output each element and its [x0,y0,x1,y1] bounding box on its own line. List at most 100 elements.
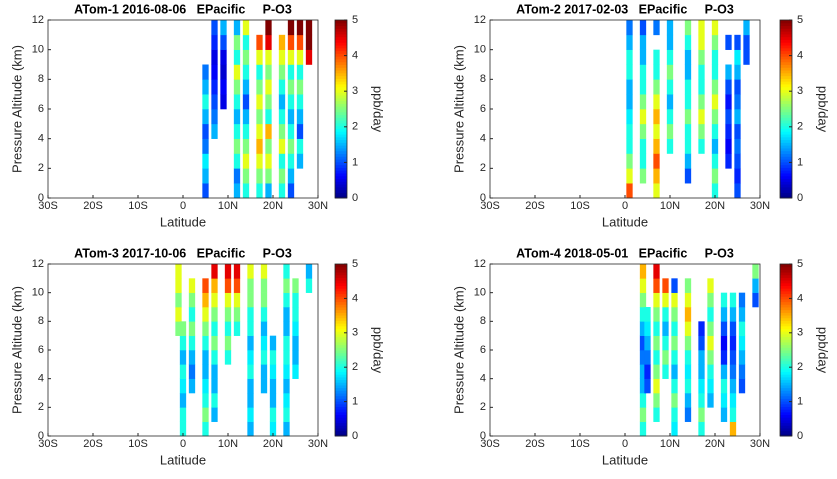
y-tick-label: 10 [474,44,486,56]
heatmap-cell [233,79,241,95]
heatmap-cell [242,34,250,50]
y-tick-label: 6 [38,103,44,115]
colorbar-swatch [780,192,792,196]
colorbar-swatch [780,350,792,354]
colorbar-tick-label: 5 [352,14,358,26]
heatmap-cell [233,168,241,184]
colorbar-tick-label: 4 [352,292,358,304]
heatmap-cell [671,393,678,408]
colorbar-tick-label: 2 [352,361,358,373]
heatmap-cell [202,183,209,199]
colorbar-swatch [780,274,792,278]
y-tick-label: 8 [38,73,44,85]
heatmap-cell [666,109,674,125]
colorbar-swatch [780,186,792,191]
heatmap-cell [639,153,647,169]
heatmap-cell [256,183,263,199]
heatmap-cell [639,138,647,154]
x-tick-label: 10S [128,438,148,450]
heatmap-cell [224,307,232,322]
colorbar-swatch [335,376,347,381]
heatmap-cell [278,64,286,80]
colorbar-swatch [780,175,792,180]
colorbar-tick-label: 0 [797,430,803,442]
colorbar-swatch [335,181,347,185]
colorbar-swatch [780,111,792,116]
heatmap-cell [698,378,705,394]
x-tick-label: 20N [705,200,725,212]
axes-box [489,263,761,437]
heatmap-cell [734,183,741,199]
heatmap-cell [247,350,254,365]
heatmap-cell [734,153,741,169]
colorbar-swatch [335,172,347,177]
x-tick-label: 0 [180,438,186,450]
colorbar-swatch [780,277,792,281]
axes-box [47,19,319,199]
colorbar-swatch [780,64,792,68]
heatmap-cell [684,109,692,125]
colorbar-swatch [335,58,347,63]
heatmap-cell [711,49,719,65]
heatmap-cell [278,79,286,95]
heatmap-cell [707,378,714,394]
heatmap-cell [283,350,290,365]
heatmap-cell [743,20,750,36]
colorbar-swatch [780,264,792,268]
colorbar-swatch [335,382,347,386]
colorbar-swatch [780,72,792,77]
heatmap-cell [179,421,187,437]
colorbar-swatch [335,366,347,370]
heatmap-cell [707,350,714,365]
colorbar-swatch [780,298,792,303]
heatmap-cell [188,335,196,351]
colorbar-swatch [335,139,347,143]
heatmap-cell [639,20,647,36]
heatmap-cell [626,34,633,50]
colorbar-swatch [335,374,347,378]
heatmap-cell [666,123,674,139]
colorbar-swatch [335,25,347,29]
colorbar-swatch [780,269,792,273]
heatmap-cell [287,79,295,95]
colorbar-swatch [335,125,347,129]
colorbar-swatch [780,352,792,356]
heatmap-cell [283,264,290,279]
heatmap-cell [653,350,660,365]
colorbar-box [334,263,348,437]
heatmap-cell [233,321,241,336]
heatmap-cell [296,34,304,50]
heatmap-cell [653,364,660,379]
colorbar-swatch [780,355,792,359]
heatmap-cell [653,307,660,322]
heatmap-cell [296,123,304,139]
colorbar-swatch [335,120,347,124]
colorbar-swatch [780,75,792,79]
heatmap-cell [269,421,277,437]
colorbar-swatch [780,382,792,386]
heatmap-cell [265,64,272,80]
colorbar-tick-label: 3 [797,327,803,339]
colorbar-swatch [335,341,347,346]
colorbar-swatch [780,89,792,93]
heatmap-cell [720,292,728,308]
y-tick-label: 8 [480,73,486,85]
y-tick-label: 2 [38,162,44,174]
colorbar-swatch [335,272,347,276]
heatmap-cell [256,64,263,80]
colorbar-swatch [780,417,792,421]
heatmap-cell [202,364,209,379]
heatmap-cell [202,109,209,125]
heatmap-cell [260,350,268,365]
colorbar-swatch [335,304,347,308]
colorbar-swatch [335,106,347,110]
colorbar-swatch [335,161,347,166]
colorbar-swatch [335,86,347,91]
colorbar-swatch [335,414,347,418]
colorbar-swatch [335,352,347,356]
heatmap-cell [287,64,295,80]
colorbar-tick-label: 4 [352,50,358,62]
heatmap-cell [260,278,268,293]
colorbar-swatch [335,347,347,351]
